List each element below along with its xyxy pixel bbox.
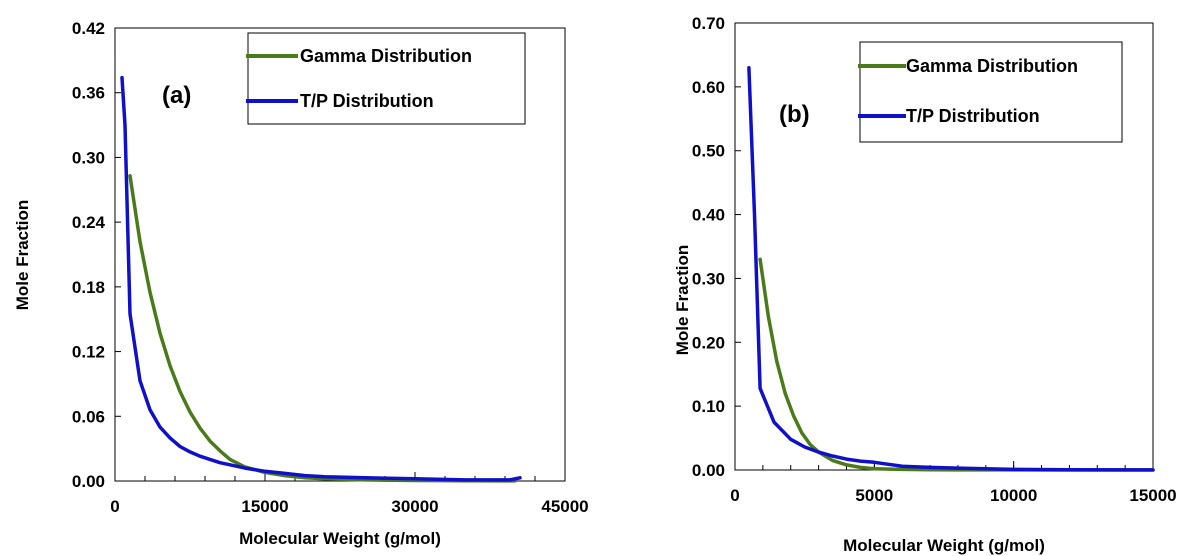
panel-label: (b) — [779, 101, 810, 128]
y-tick-label: 0.60 — [692, 78, 725, 97]
x-tick-label: 30000 — [391, 497, 438, 516]
y-axis-title: Mole Fraction — [13, 200, 32, 311]
x-tick-label: 0 — [730, 486, 739, 505]
legend-label-gamma: Gamma Distribution — [300, 46, 472, 66]
y-tick-label: 0.00 — [72, 472, 105, 491]
x-axis-title: Molecular Weight (g/mol) — [843, 536, 1045, 555]
series-line-gamma — [758, 257, 1155, 472]
y-tick-label: 0.12 — [72, 343, 105, 362]
legend-label-tp: T/P Distribution — [906, 106, 1040, 126]
y-tick-label: 0.20 — [692, 333, 725, 352]
y-tick-label: 0.18 — [72, 278, 105, 297]
x-axis-title: Molecular Weight (g/mol) — [239, 529, 441, 548]
x-tick-label: 5000 — [855, 486, 893, 505]
y-tick-label: 0.36 — [72, 84, 105, 103]
y-tick-label: 0.30 — [72, 148, 105, 167]
y-tick-label: 0.00 — [692, 461, 725, 480]
y-tick-label: 0.42 — [72, 19, 105, 38]
series-line-tp — [120, 75, 522, 482]
y-tick-label: 0.70 — [692, 14, 725, 33]
x-tick-label: 0 — [110, 497, 119, 516]
legend-box — [859, 41, 1123, 143]
legend-label-tp: T/P Distribution — [300, 91, 434, 111]
y-tick-label: 0.30 — [692, 269, 725, 288]
y-tick-label: 0.06 — [72, 407, 105, 426]
y-tick-label: 0.10 — [692, 397, 725, 416]
series-line-gamma — [128, 174, 517, 483]
chart-panel-a: 0.00 0.06 0.12 0.18 0.24 0.30 0.36 0.42 0 15000 30… — [13, 19, 589, 548]
legend-box — [247, 32, 526, 125]
x-tick-label: 45000 — [541, 497, 588, 516]
y-tick-label: 0.40 — [692, 206, 725, 225]
y-axis-title: Mole Fraction — [673, 245, 692, 356]
y-tick-label: 0.24 — [72, 213, 106, 232]
x-tick-label: 15000 — [241, 497, 288, 516]
panel-label: (a) — [162, 82, 191, 109]
x-tick-label: 10000 — [990, 486, 1037, 505]
series-line-tp — [747, 65, 1155, 472]
legend-label-gamma: Gamma Distribution — [906, 56, 1078, 76]
plot-frame — [114, 27, 566, 482]
x-tick-label: 15000 — [1129, 486, 1176, 505]
y-tick-label: 0.50 — [692, 142, 725, 161]
chart-panel-b: 0.00 0.10 0.20 0.30 0.40 0.50 0.60 0.70 0 5000 100… — [673, 14, 1177, 555]
